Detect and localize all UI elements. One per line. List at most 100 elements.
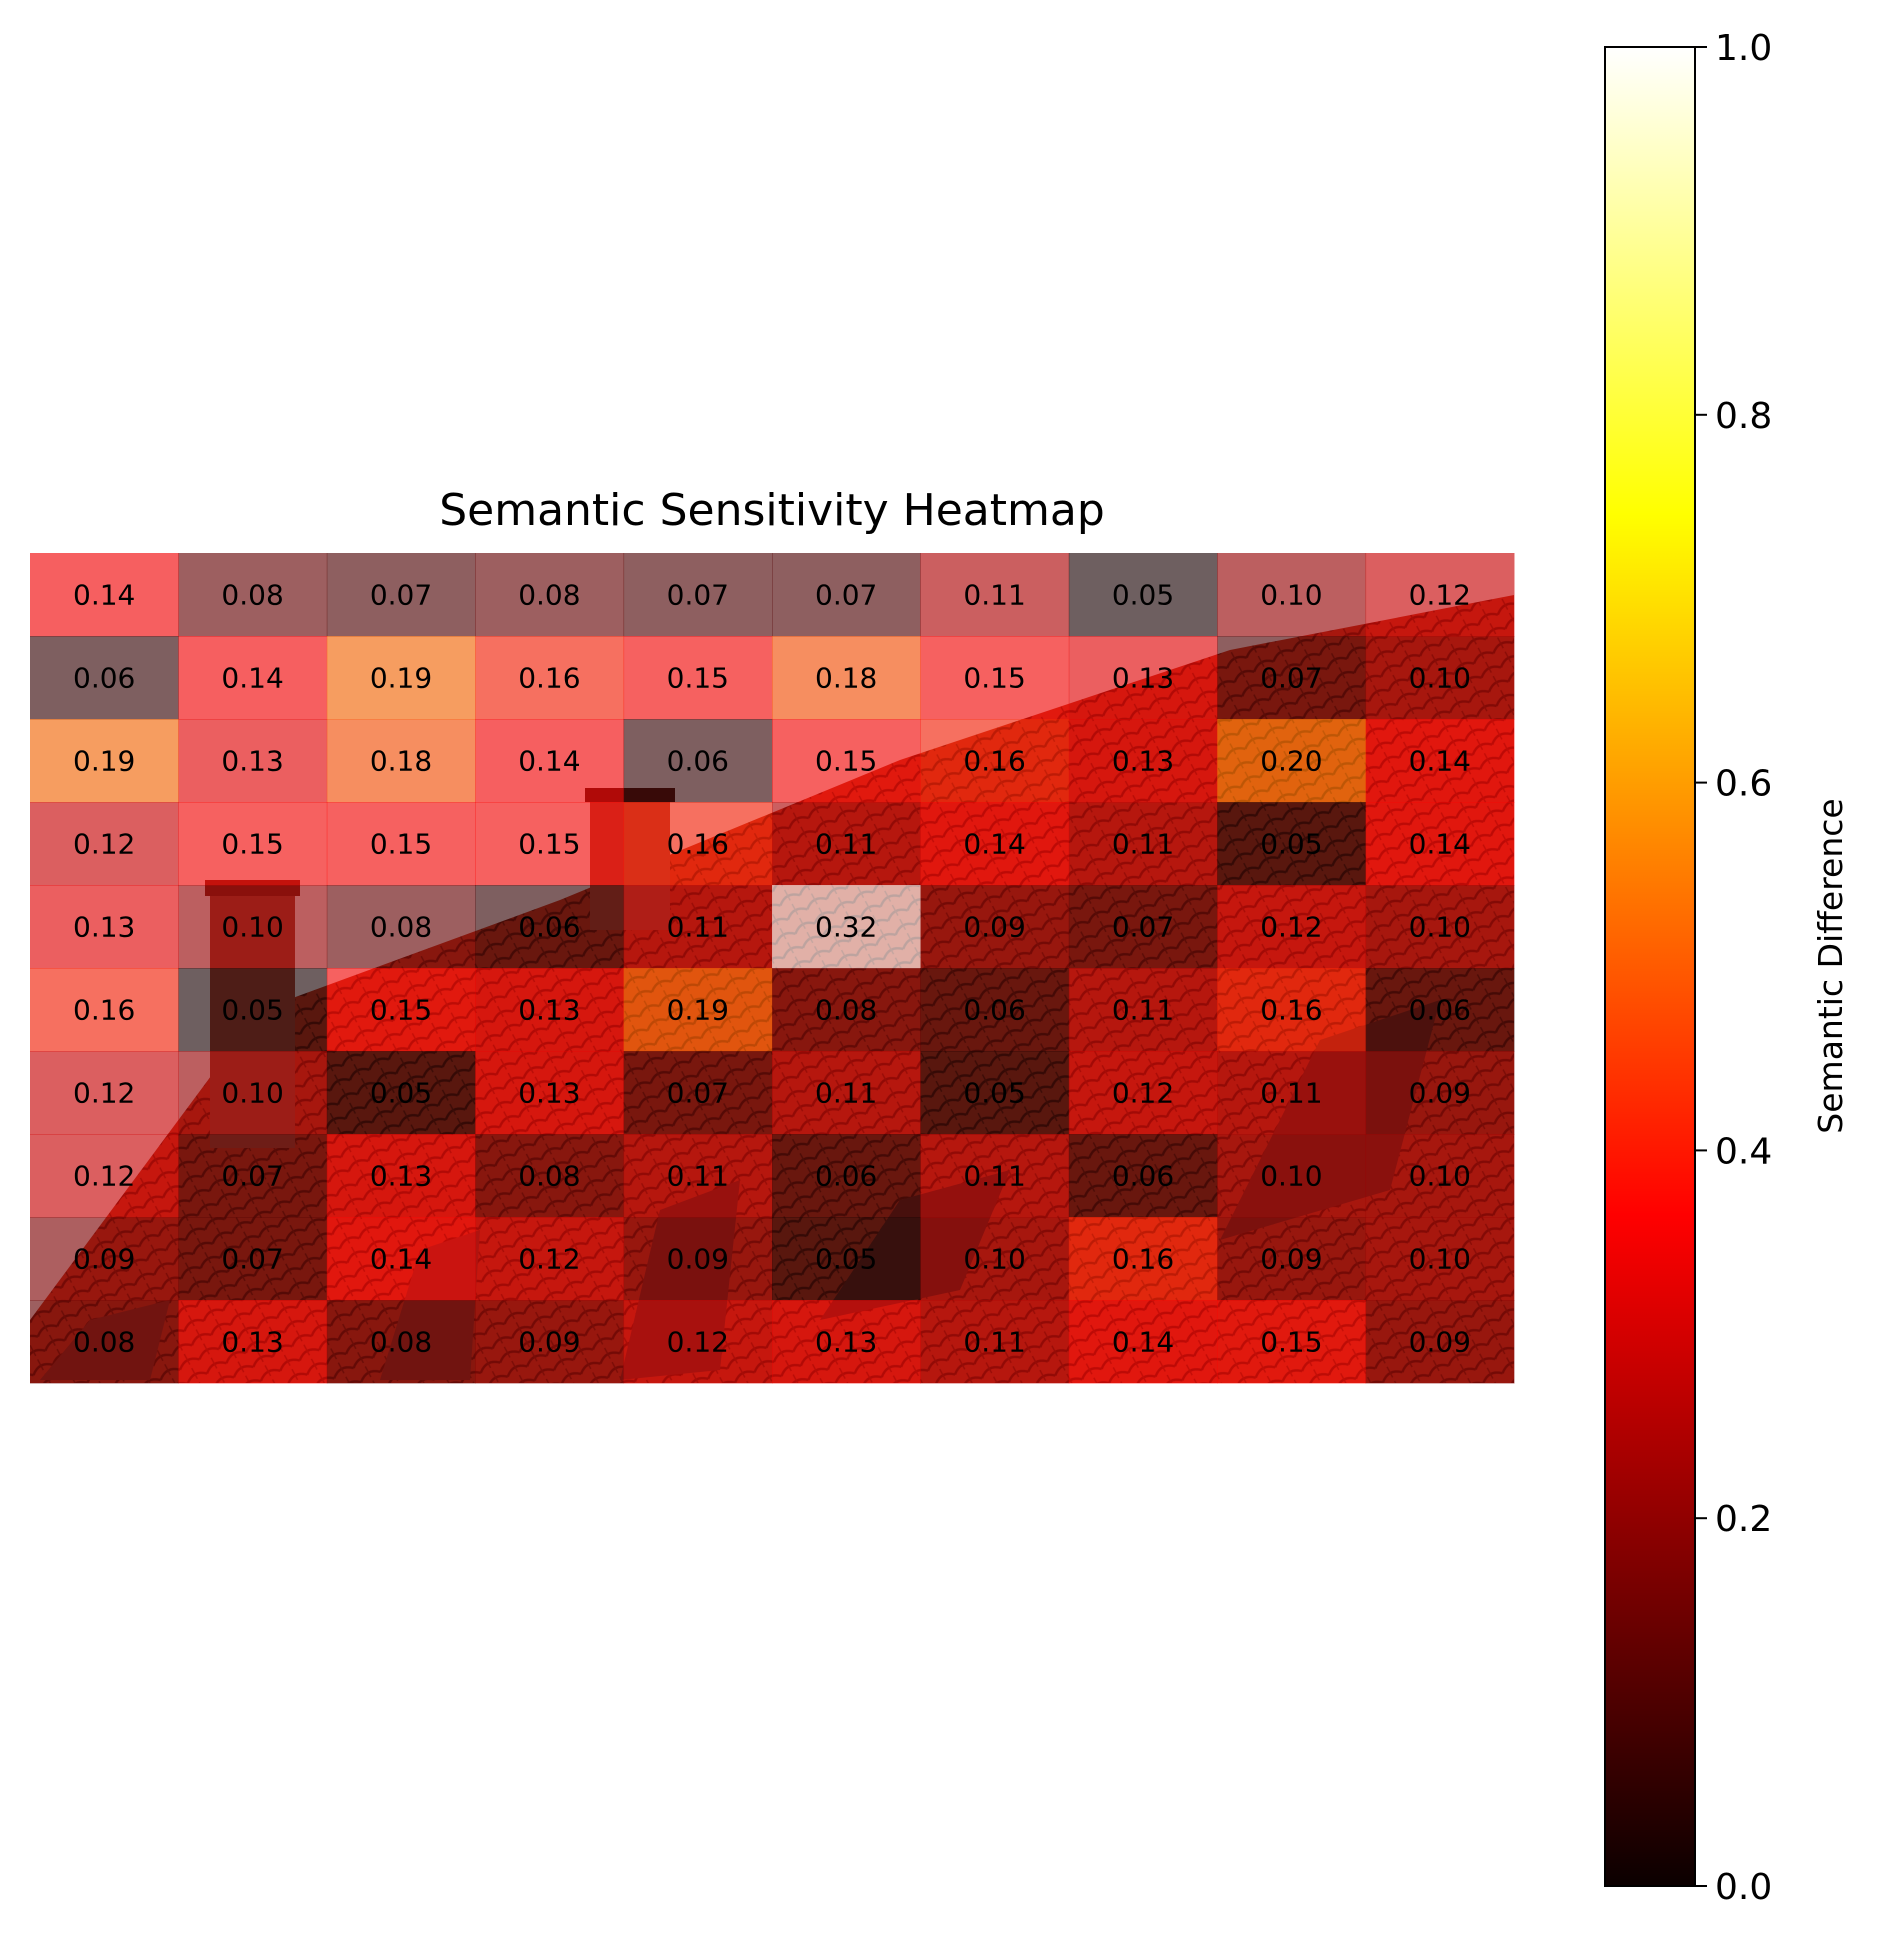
heatmap-cell <box>326 636 476 720</box>
heatmap-cell <box>178 719 328 803</box>
heatmap-cell <box>326 802 476 886</box>
heatmap-cell-label: 0.06 <box>73 662 135 695</box>
heatmap-cell-label: 0.11 <box>667 1160 729 1193</box>
heatmap-cell-label: 0.12 <box>73 1160 135 1193</box>
colorbar-tick-label: 0.6 <box>1715 764 1772 805</box>
heatmap-cell-label: 0.08 <box>518 579 580 612</box>
heatmap-cell <box>30 1051 179 1135</box>
heatmap-cells <box>30 553 1515 1384</box>
heatmap-cell <box>30 885 179 969</box>
heatmap-cell <box>920 968 1070 1052</box>
heatmap-cell <box>30 1217 179 1301</box>
heatmap-cell-label: 0.15 <box>667 662 729 695</box>
heatmap-cell-label: 0.16 <box>73 994 135 1027</box>
heatmap-cell-label: 0.19 <box>667 994 729 1027</box>
heatmap-cell <box>326 1217 476 1301</box>
heatmap-cell-label: 0.07 <box>815 579 877 612</box>
heatmap-cell-label: 0.11 <box>667 911 729 944</box>
heatmap-cell <box>623 553 773 637</box>
heatmap-cell-label: 0.05 <box>1112 579 1174 612</box>
heatmap-cell-label: 0.13 <box>221 745 283 778</box>
heatmap-cell <box>178 553 328 637</box>
heatmap-cell <box>475 553 625 637</box>
heatmap-cell-label: 0.13 <box>815 1326 877 1359</box>
heatmap-cell <box>1365 1217 1515 1301</box>
heatmap-cell <box>623 1051 773 1135</box>
heatmap-cell-label: 0.13 <box>1112 662 1174 695</box>
heatmap-cell-label: 0.06 <box>667 745 729 778</box>
heatmap-cell-label: 0.11 <box>1112 828 1174 861</box>
heatmap-cell-label: 0.14 <box>1112 1326 1174 1359</box>
heatmap-cell-label: 0.16 <box>518 662 580 695</box>
heatmap-cell <box>920 719 1070 803</box>
heatmap-cell-label: 0.06 <box>963 994 1025 1027</box>
heatmap-cell <box>178 802 328 886</box>
heatmap-cell-label: 0.19 <box>73 745 135 778</box>
heatmap-cell-label: 0.10 <box>1260 1160 1322 1193</box>
heatmap-cell-label: 0.11 <box>963 579 1025 612</box>
heatmap-cell <box>920 1051 1070 1135</box>
heatmap-cell-label: 0.06 <box>518 911 580 944</box>
heatmap-cell <box>772 553 921 637</box>
heatmap-cell-label: 0.12 <box>518 1243 580 1276</box>
heatmap-cell <box>1365 719 1515 803</box>
heatmap-cell-label: 0.14 <box>1409 745 1471 778</box>
heatmap-cell <box>1365 553 1515 637</box>
heatmap-cell <box>475 1217 625 1301</box>
heatmap-cell-label: 0.11 <box>963 1160 1025 1193</box>
heatmap-cell <box>326 1300 476 1384</box>
heatmap-cell <box>475 802 625 886</box>
heatmap-cell <box>178 1217 328 1301</box>
heatmap-cell-label: 0.11 <box>1260 1077 1322 1110</box>
heatmap-cell-label: 0.07 <box>1260 662 1322 695</box>
heatmap-cell-label: 0.16 <box>963 745 1025 778</box>
heatmap-cell-label: 0.15 <box>221 828 283 861</box>
heatmap-cell-label: 0.15 <box>1260 1326 1322 1359</box>
heatmap-cell-label: 0.09 <box>667 1243 729 1276</box>
heatmap-cell-label: 0.15 <box>370 994 432 1027</box>
heatmap-cell <box>772 802 921 886</box>
heatmap-cell-label: 0.08 <box>370 911 432 944</box>
heatmap-cell <box>1365 1300 1515 1384</box>
heatmap-cell-label: 0.10 <box>1409 911 1471 944</box>
heatmap-cell <box>772 885 921 969</box>
colorbar-tick-label: 0.0 <box>1715 1867 1772 1908</box>
heatmap-cell <box>772 1134 921 1218</box>
heatmap-cell <box>1068 1134 1218 1218</box>
heatmap-cell-label: 0.14 <box>963 828 1025 861</box>
colorbar-label: Semantic Difference <box>1811 798 1850 1133</box>
heatmap-cell <box>623 1134 773 1218</box>
heatmap-cell <box>1217 802 1367 886</box>
heatmap-cell-label: 0.07 <box>370 579 432 612</box>
heatmap-cell <box>178 1134 328 1218</box>
heatmap-cell-label: 0.05 <box>815 1243 877 1276</box>
heatmap-cell-label: 0.06 <box>1409 994 1471 1027</box>
heatmap-cell <box>1217 1300 1367 1384</box>
heatmap-cell <box>475 636 625 720</box>
heatmap-cell <box>772 1300 921 1384</box>
heatmap-cell <box>1217 885 1367 969</box>
heatmap-cell <box>178 636 328 720</box>
heatmap-cell <box>30 968 179 1052</box>
heatmap-cell-label: 0.11 <box>815 1077 877 1110</box>
heatmap-cell <box>1068 636 1218 720</box>
heatmap-cell-label: 0.12 <box>73 828 135 861</box>
heatmap-cell <box>623 968 773 1052</box>
heatmap-cell-label: 0.32 <box>815 911 877 944</box>
heatmap-cell-label: 0.05 <box>221 994 283 1027</box>
heatmap-cell-label: 0.15 <box>815 745 877 778</box>
heatmap-cell <box>1217 968 1367 1052</box>
heatmap-cell-label: 0.06 <box>815 1160 877 1193</box>
heatmap-cell-label: 0.08 <box>73 1326 135 1359</box>
heatmap-cell <box>1217 553 1367 637</box>
heatmap-cell-label: 0.12 <box>73 1077 135 1110</box>
heatmap-cell <box>1068 719 1218 803</box>
heatmap-cell <box>1365 968 1515 1052</box>
heatmap-cell <box>1068 885 1218 969</box>
heatmap-cell-label: 0.09 <box>1409 1077 1471 1110</box>
heatmap-cell-label: 0.10 <box>1260 579 1322 612</box>
heatmap-cell <box>1365 802 1515 886</box>
heatmap-cell <box>30 719 179 803</box>
heatmap-cell-label: 0.18 <box>815 662 877 695</box>
